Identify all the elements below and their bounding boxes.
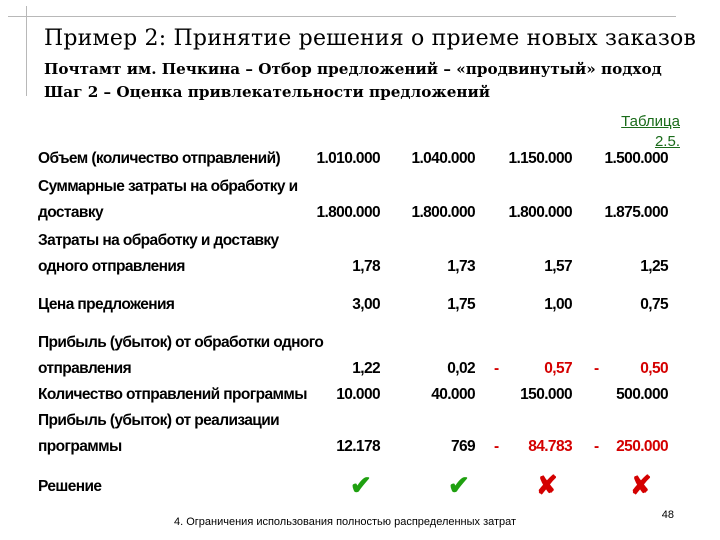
negative-sign: - [594,438,599,455]
table-row-volume: Объем (количество отправлений) 1.010.000… [38,146,678,172]
table-row-decision: Решение ✔ ✔ ✘ ✘ [38,468,678,502]
negative-value-cell: 84.783 [528,438,572,455]
value-cell: 500.000 [616,386,668,403]
table-row-program-profit: Прибыль (убыток) от реализации программы… [38,408,678,460]
check-icon: ✔ [350,470,372,500]
value-cell: 1.150.000 [508,150,572,167]
subtitle-line-1: Почтамт им. Печкина – Отбор предложений … [44,60,662,78]
table-row-unit-cost: Затраты на обработку и доставку одного о… [38,228,678,280]
value-cell: 12.178 [336,438,380,455]
corner-line-vertical [26,6,27,96]
row-label-line-1: Прибыль (убыток) от обработки одного [38,334,324,351]
value-cell: 150.000 [520,386,572,403]
negative-sign: - [494,438,499,455]
value-cell: 40.000 [431,386,475,403]
row-label-line-1: Затраты на обработку и доставку [38,232,279,249]
table-row-unit-profit: Прибыль (убыток) от обработки одного отп… [38,330,678,382]
page-number: 48 [661,509,674,521]
value-cell: 1,73 [447,258,475,275]
value-cell: 1,00 [544,296,572,313]
table-row-shipments: Количество отправлений программы 10.000 … [38,382,678,408]
row-label-line-1: Суммарные затраты на обработку и [38,178,298,195]
value-cell: 1.040.000 [411,150,475,167]
row-label-line-2: отправления [38,360,132,377]
value-cell: 1.875.000 [604,204,668,221]
cross-icon: ✘ [630,470,652,500]
value-cell: 1.800.000 [316,204,380,221]
row-label-line-2: доставку [38,204,104,221]
value-cell: 10.000 [336,386,380,403]
value-cell: 3,00 [352,296,380,313]
value-cell: 0,75 [640,296,668,313]
corner-line-horizontal [8,16,676,17]
row-label-line-2: программы [38,438,122,455]
negative-sign: - [594,360,599,377]
table-caption-line-1: Таблица [621,113,680,130]
negative-value-cell: 250.000 [616,438,668,455]
negative-sign: - [494,360,499,377]
check-icon: ✔ [448,470,470,500]
value-cell: 1.500.000 [604,150,668,167]
row-label: Решение [38,478,102,495]
row-label: Цена предложения [38,296,175,313]
negative-value-cell: 0,50 [640,360,668,377]
value-cell: 1,25 [640,258,668,275]
row-label-line-1: Прибыль (убыток) от реализации [38,412,280,429]
subtitle-line-2: Шаг 2 – Оценка привлекательности предлож… [44,83,491,101]
value-cell: 1,57 [544,258,572,275]
table-caption: Таблица 2.5. [621,112,680,152]
negative-value-cell: 0,57 [544,360,572,377]
value-cell: 1,75 [447,296,475,313]
cross-icon: ✘ [536,470,558,500]
footer-text: 4. Ограничения использования полностью р… [174,516,517,528]
row-label-line-2: одного отправления [38,258,185,275]
evaluation-table: Объем (количество отправлений) 1.010.000… [38,146,678,502]
table-caption-line-2: 2.5. [654,133,680,150]
table-row-total-costs: Суммарные затраты на обработку и доставк… [38,174,678,226]
row-label: Объем (количество отправлений) [38,150,281,167]
row-label: Количество отправлений программы [38,386,307,403]
value-cell: 1.800.000 [508,204,572,221]
value-cell: 1,22 [352,360,380,377]
value-cell: 769 [450,438,476,455]
table-row-price: Цена предложения 3,00 1,75 1,00 0,75 [38,292,678,318]
value-cell: 1.010.000 [316,150,380,167]
value-cell: 0,02 [447,360,475,377]
value-cell: 1,78 [352,258,380,275]
value-cell: 1.800.000 [411,204,475,221]
slide-title: Пример 2: Принятие решения о приеме новы… [44,26,697,51]
